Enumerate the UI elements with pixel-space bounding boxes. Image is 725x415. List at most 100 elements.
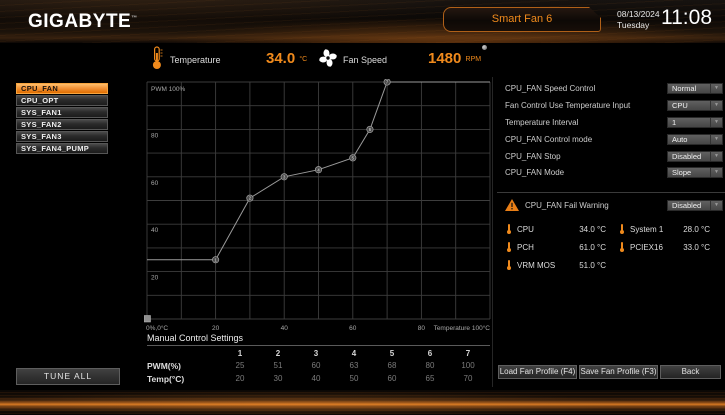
tune-all-button[interactable]: TUNE ALL (16, 368, 120, 385)
fan-speed-value: 1480 RPM (428, 50, 482, 67)
dropdown-value: Auto (672, 135, 688, 144)
pwm-value[interactable]: 80 (425, 361, 435, 370)
temp-input-dropdown[interactable]: CPU ▼ (667, 100, 723, 111)
sidebar-item-cpu-opt[interactable]: CPU_OPT (16, 95, 108, 106)
sidebar-item-sys-fan4-pump[interactable]: SYS_FAN4_PUMP (16, 143, 108, 154)
svg-text:6: 6 (369, 127, 372, 132)
speed-control-dropdown[interactable]: Normal ▼ (667, 83, 723, 94)
point-number: 1 (237, 349, 243, 358)
thermometer-icon (505, 224, 512, 235)
temperature-unit: °C (299, 56, 308, 63)
setting-row-fan-mode: CPU_FAN Mode Slope ▼ (505, 167, 723, 179)
svg-text:Temperature 100°C: Temperature 100°C (434, 324, 491, 332)
fan-speed-unit: RPM (465, 56, 482, 63)
svg-text:20: 20 (212, 325, 220, 332)
dropdown-value: Slope (672, 168, 692, 177)
sensor-name: CPU (517, 225, 534, 234)
save-fan-profile-button[interactable]: Save Fan Profile (F3) (579, 365, 658, 379)
dropdown-value: Disabled (672, 201, 702, 210)
svg-text:3: 3 (283, 174, 286, 179)
sensor-name: VRM MOS (517, 261, 556, 270)
point-number: 6 (427, 349, 433, 358)
sensor-name: System 1 (630, 225, 664, 234)
temp-value[interactable]: 40 (311, 374, 321, 383)
pwm-value[interactable]: 51 (273, 361, 283, 370)
temp-value[interactable]: 70 (463, 374, 473, 383)
day-text: Tuesday (617, 20, 650, 31)
svg-text:5: 5 (352, 155, 355, 160)
fan-curve-graph[interactable]: PWM 100% 80 60 40 20 0%,0°C 20 40 60 80 Temperatur… (143, 78, 494, 335)
sensor-value: 33.0 °C (683, 243, 710, 252)
setting-row-control-mode: CPU_FAN Control mode Auto ▼ (505, 134, 723, 146)
fan-stop-dropdown[interactable]: Disabled ▼ (667, 151, 723, 162)
svg-text:20: 20 (151, 275, 159, 282)
control-mode-dropdown[interactable]: Auto ▼ (667, 134, 723, 145)
temp-value[interactable]: 65 (425, 374, 435, 383)
thermometer-icon (618, 242, 625, 253)
setting-label: CPU_FAN Speed Control (505, 84, 596, 93)
pwm-value[interactable]: 60 (311, 361, 321, 370)
point-number: 7 (465, 349, 471, 358)
manual-control-settings-title: Manual Control Settings (147, 333, 244, 343)
temp-value[interactable]: 50 (349, 374, 359, 383)
setting-label: Temperature Interval (505, 118, 579, 127)
thermometer-icon (505, 260, 512, 271)
temp-value-row: 20 30 40 50 60 65 70 (221, 374, 487, 383)
fail-warning-label: CPU_FAN Fail Warning (525, 201, 609, 210)
chevron-down-icon: ▼ (710, 135, 722, 144)
setting-label: Fan Control Use Temperature Input (505, 101, 631, 110)
load-fan-profile-button[interactable]: Load Fan Profile (F4) (498, 365, 577, 379)
top-bar: GIGABYTE™ Smart Fan 6 08/13/2024 Tuesday… (0, 0, 725, 43)
chevron-down-icon: ▼ (710, 118, 722, 127)
svg-text:4: 4 (317, 167, 320, 172)
temp-value[interactable]: 60 (387, 374, 397, 383)
sensor-value: 28.0 °C (683, 225, 710, 234)
dropdown-value: CPU (672, 101, 688, 110)
svg-text:40: 40 (281, 325, 289, 332)
sidebar-item-cpu-fan[interactable]: CPU_FAN (16, 83, 108, 94)
setting-row-temp-input: Fan Control Use Temperature Input CPU ▼ (505, 100, 723, 112)
sensor-name: PCH (517, 243, 534, 252)
svg-text:80: 80 (418, 325, 426, 332)
setting-row-temp-interval: Temperature Interval 1 ▼ (505, 117, 723, 129)
temp-value[interactable]: 20 (235, 374, 245, 383)
sidebar-item-sys-fan3[interactable]: SYS_FAN3 (16, 131, 108, 142)
svg-text:80: 80 (151, 132, 159, 139)
temp-value[interactable]: 30 (273, 374, 283, 383)
pwm-value[interactable]: 25 (235, 361, 245, 370)
dropdown-value: Disabled (672, 152, 702, 161)
point-number: 5 (389, 349, 395, 358)
fail-warning-dropdown[interactable]: Disabled ▼ (667, 200, 723, 211)
fan-mode-dropdown[interactable]: Slope ▼ (667, 167, 723, 178)
svg-text:60: 60 (349, 325, 357, 332)
back-button[interactable]: Back (660, 365, 721, 379)
pwm-value[interactable]: 68 (387, 361, 397, 370)
pwm-value[interactable]: 63 (349, 361, 359, 370)
sensor-value: 51.0 °C (579, 261, 606, 270)
svg-text:0%,0°C: 0%,0°C (146, 324, 168, 332)
sidebar-item-sys-fan2[interactable]: SYS_FAN2 (16, 119, 108, 130)
setting-label: CPU_FAN Control mode (505, 135, 593, 144)
dropdown-value: Normal (672, 84, 697, 93)
date-text: 08/13/2024 (617, 9, 660, 19)
warning-icon (505, 199, 519, 211)
temperature-value: 34.0 °C (266, 50, 308, 67)
date-display: 08/13/2024 Tuesday (617, 9, 660, 31)
chevron-down-icon: ▼ (710, 84, 722, 93)
setting-label: CPU_FAN Mode (505, 168, 565, 177)
pwm-value[interactable]: 100 (461, 361, 475, 370)
setting-label: CPU_FAN Stop (505, 152, 561, 161)
setting-row-speed-control: CPU_FAN Speed Control Normal ▼ (505, 83, 723, 95)
chevron-down-icon: ▼ (710, 152, 722, 161)
temp-interval-dropdown[interactable]: 1 ▼ (667, 117, 723, 128)
sensor-name: PCIEX16 (630, 243, 663, 252)
sensor-value: 61.0 °C (579, 243, 606, 252)
thermometer-icon (618, 224, 625, 235)
tab-smart-fan-6[interactable]: Smart Fan 6 (443, 7, 601, 32)
svg-text:1: 1 (214, 257, 217, 262)
setting-row-fan-stop: CPU_FAN Stop Disabled ▼ (505, 151, 723, 163)
sidebar-item-sys-fan1[interactable]: SYS_FAN1 (16, 107, 108, 118)
trademark-mark: ™ (131, 15, 138, 22)
svg-text:2: 2 (249, 196, 252, 201)
